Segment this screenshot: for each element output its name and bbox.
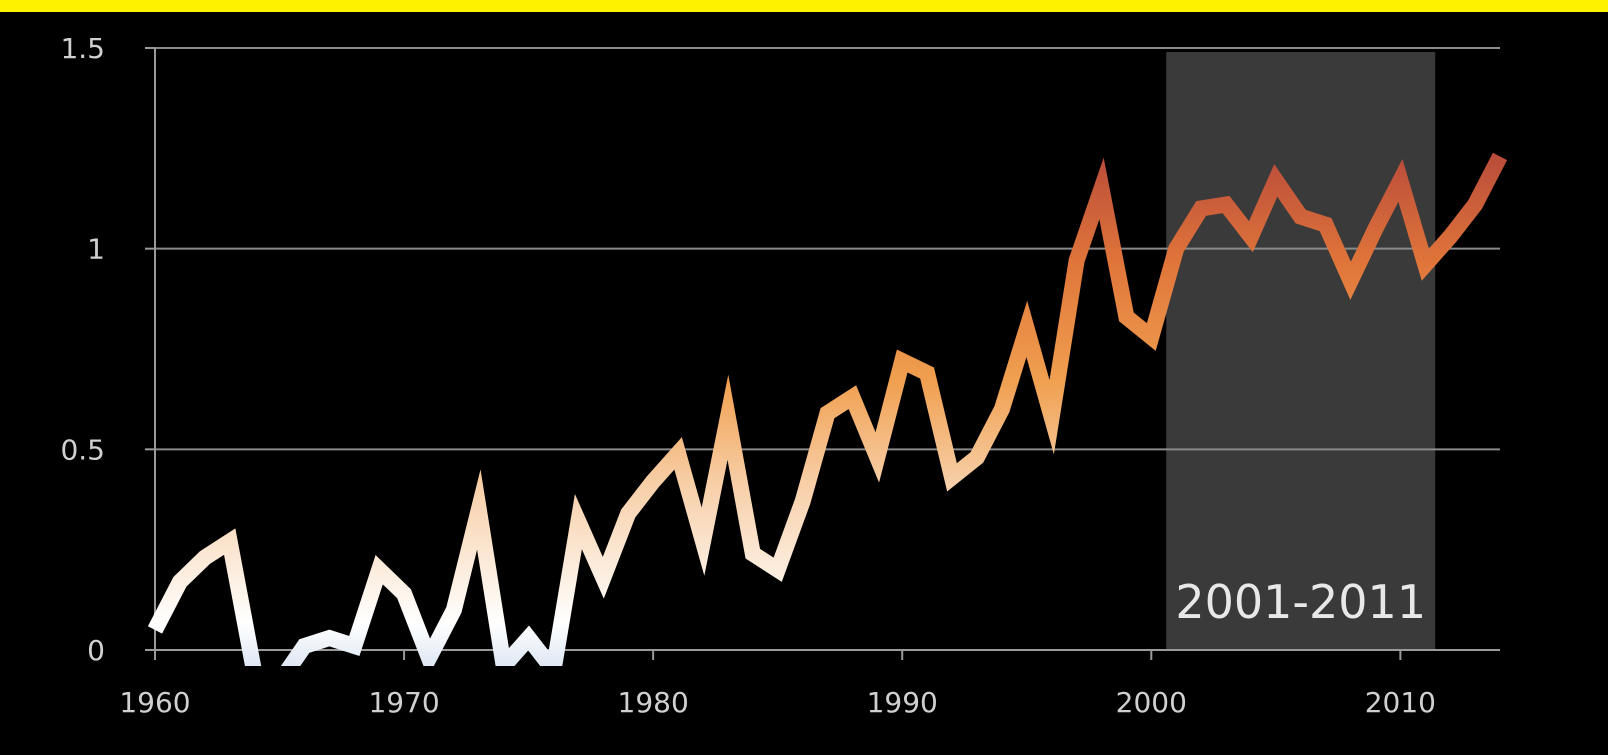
x-tick-label: 1970 [368,686,439,719]
y-tick-label: 1.5 [60,32,105,65]
axes [145,47,1500,660]
x-tick-label: 1980 [618,686,689,719]
top-banner [0,0,1608,12]
x-tick-label: 2000 [1116,686,1187,719]
x-tick-label: 1960 [119,686,190,719]
x-tick-label: 2010 [1365,686,1436,719]
y-tick-labels: 0 0.5 1 1.5 [60,32,105,667]
x-tick-label: 1990 [867,686,938,719]
gridlines [155,47,1500,451]
y-tick-label: 0 [87,634,105,667]
data-point [553,670,554,671]
highlight-label: 2001-2011 [1175,575,1426,629]
y-tick-label: 1 [87,233,105,266]
x-tick-labels: 1960 1970 1980 1990 2000 2010 [119,686,1436,719]
data-point [279,682,280,683]
data-point [254,674,255,675]
series-line [147,152,1508,666]
y-tick-label: 0.5 [60,433,105,466]
highlight-band [1166,52,1436,650]
